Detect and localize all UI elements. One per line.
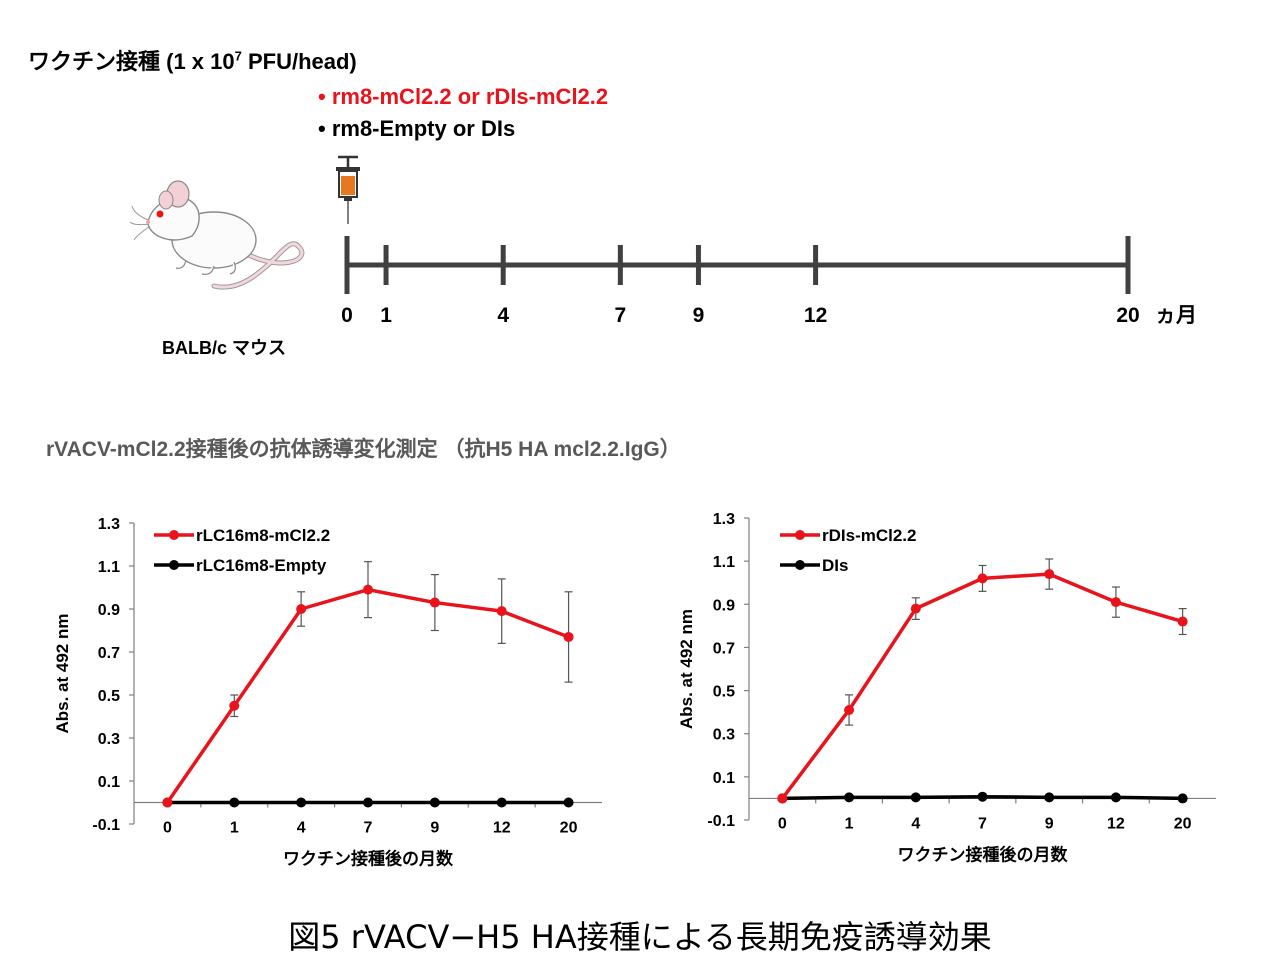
timeline-label: 1 — [380, 304, 392, 327]
x-tick-label: 7 — [364, 820, 373, 837]
x-tick-label: 12 — [1107, 815, 1125, 832]
data-point — [977, 791, 988, 802]
legend-marker — [795, 530, 805, 540]
x-tick-label: 1 — [230, 820, 239, 837]
y-tick-label: 0.1 — [713, 770, 735, 787]
timeline-label: 12 — [804, 304, 827, 327]
legend-label: rLC16m8-Empty — [196, 556, 327, 575]
section-title: rVACV-mCl2.2接種後の抗体誘導変化測定 （抗H5 HA mcl2.2.… — [46, 438, 681, 461]
data-point — [910, 792, 921, 803]
data-point — [162, 797, 173, 808]
data-point — [229, 797, 240, 808]
data-point — [1044, 792, 1055, 803]
series-line — [780, 572, 1184, 800]
data-point — [363, 584, 373, 595]
timeline-unit: ヵ月 — [1155, 304, 1197, 327]
y-tick-label: 0.3 — [98, 731, 120, 748]
timeline-labels: 0 1 4 7 9 12 20 ヵ月 — [341, 304, 1197, 327]
data-point — [296, 604, 307, 614]
data-point — [844, 704, 855, 715]
x-tick-label: 1 — [845, 815, 854, 832]
x-axis-label: ワクチン接種後の月数 — [898, 844, 1069, 864]
y-tick-label: 0.9 — [98, 602, 120, 619]
timeline-ticks — [344, 236, 1131, 294]
y-tick-label: 0.9 — [713, 597, 735, 614]
timeline-label: 9 — [693, 304, 705, 327]
data-point — [229, 700, 240, 711]
data-point — [563, 631, 574, 642]
chart-right: 1.3 1.1 0.9 0.7 0.5 0.3 0.1 -0.1 0 1 4 7 9 12 20 ワクチン接種… — [677, 511, 1216, 864]
timeline-label: 4 — [497, 304, 509, 327]
series-line — [165, 587, 570, 804]
syringe-icon — [336, 155, 360, 224]
data-point — [496, 797, 507, 808]
mouse-label: BALB/c マウス — [162, 338, 287, 358]
vaccine-group-red: • rm8-mCl2.2 or rDIs-mCl2.2 — [318, 84, 609, 109]
vaccine-title-suffix: PFU/head) — [241, 49, 357, 74]
data-point — [1044, 569, 1055, 580]
x-tick-label: 20 — [1174, 815, 1192, 832]
legend-label: rLC16m8-mCl2.2 — [196, 526, 330, 545]
y-tick-label: 0.5 — [713, 684, 735, 701]
vaccine-title-exponent: 7 — [234, 48, 242, 64]
x-axis-label: ワクチン接種後の月数 — [283, 849, 454, 869]
legend-label: DIs — [822, 556, 848, 575]
x-tick-label: 0 — [778, 815, 787, 832]
figure-caption: 図5 rVACV−H5 HA接種による長期免疫誘導効果 — [288, 918, 992, 956]
data-point — [1110, 792, 1121, 803]
mouse-illustration — [129, 180, 305, 290]
x-tick-label: 4 — [297, 820, 306, 837]
y-tick-label: 0.1 — [98, 774, 120, 791]
x-tick-label: 20 — [560, 820, 578, 837]
data-point — [363, 797, 373, 808]
timeline-label: 7 — [615, 304, 627, 327]
data-point — [844, 792, 855, 803]
timeline-label: 0 — [341, 304, 353, 327]
data-point — [296, 797, 307, 808]
y-tick-label: 1.1 — [713, 554, 735, 571]
data-point — [563, 797, 574, 808]
x-tick-label: 9 — [430, 820, 439, 837]
data-point — [429, 797, 440, 808]
data-point — [977, 573, 988, 584]
legend-marker — [169, 530, 179, 540]
legend-label: rDIs-mCl2.2 — [822, 526, 916, 545]
data-point — [496, 606, 507, 617]
y-tick-label: 0.7 — [98, 645, 120, 662]
data-point — [1177, 616, 1188, 627]
y-tick-label: 1.1 — [98, 559, 120, 576]
data-point — [910, 603, 921, 614]
x-tick-label: 0 — [163, 820, 172, 837]
data-point — [429, 597, 440, 608]
legend-marker — [795, 560, 805, 570]
vaccine-group-black: • rm8-Empty or DIs — [318, 116, 516, 141]
timeline-label: 20 — [1116, 304, 1139, 327]
x-tick-label: 9 — [1045, 815, 1054, 832]
data-point — [777, 793, 788, 804]
chart-left: 1.3 1.1 0.9 0.7 0.5 0.3 0.1 -0.1 0 1 4 7 9 12 20 ワクチン接種… — [53, 516, 602, 869]
vaccination-timeline: 0 1 4 7 9 12 20 ヵ月 — [341, 236, 1197, 327]
vaccine-title-prefix: ワクチン接種 (1 x 10 — [28, 49, 235, 74]
y-tick-label: 1.3 — [98, 516, 120, 533]
y-tick-label: -0.1 — [92, 817, 120, 834]
data-point — [1110, 597, 1121, 608]
y-axis-label: Abs. at 492 nm — [53, 614, 72, 734]
legend-marker — [169, 560, 179, 570]
data-point — [1177, 793, 1188, 804]
y-tick-label: 1.3 — [713, 511, 735, 528]
y-tick-label: 0.5 — [98, 688, 120, 705]
x-tick-label: 7 — [978, 815, 987, 832]
y-tick-label: 0.7 — [713, 640, 735, 657]
vaccine-title: ワクチン接種 (1 x 107 PFU/head) — [28, 44, 357, 76]
x-tick-label: 12 — [493, 820, 511, 837]
y-tick-label: -0.1 — [707, 813, 735, 830]
y-axis-label: Abs. at 492 nm — [677, 609, 696, 729]
x-tick-label: 4 — [911, 815, 920, 832]
y-tick-label: 0.3 — [713, 727, 735, 744]
